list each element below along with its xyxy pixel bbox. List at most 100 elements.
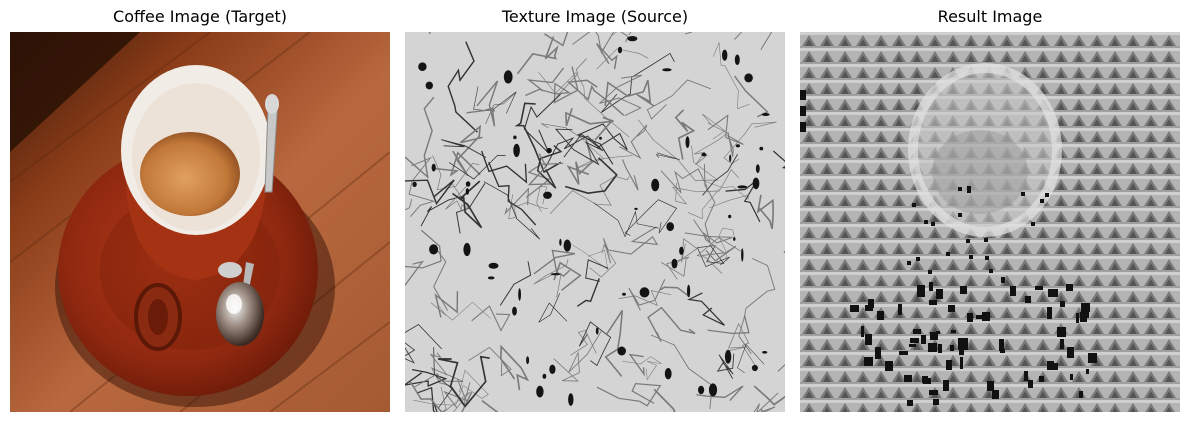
- result-dark-block: [959, 348, 964, 355]
- texture-crack: [544, 32, 569, 47]
- texture-crack: [430, 301, 491, 321]
- result-dark-block: [800, 106, 806, 116]
- texture-crack: [618, 290, 672, 306]
- result-dark-block: [958, 187, 962, 191]
- texture-blot: [568, 393, 574, 406]
- texture-blot: [488, 262, 499, 269]
- texture-blot: [617, 46, 623, 54]
- texture-blot: [664, 368, 672, 380]
- texture-crack: [646, 79, 711, 120]
- texture-crack: [441, 139, 487, 158]
- result-dark-block: [1086, 369, 1089, 374]
- texture-crack: [504, 187, 530, 215]
- result-dark-block: [1028, 380, 1033, 388]
- result-dark-block: [898, 304, 902, 315]
- result-dark-block: [909, 344, 916, 347]
- result-dark-block: [885, 361, 893, 371]
- texture-blot: [755, 164, 760, 174]
- result-dark-block: [951, 330, 956, 333]
- result-dark-block: [982, 312, 990, 321]
- texture-crack: [526, 67, 565, 92]
- texture-crack: [432, 155, 480, 191]
- texture-panel-title: Texture Image (Source): [501, 7, 689, 26]
- result-image-svg: [800, 32, 1180, 412]
- result-dark-block: [1079, 391, 1083, 398]
- texture-crack: [473, 86, 517, 114]
- result-dark-block: [989, 269, 993, 273]
- texture-crack: [405, 323, 442, 364]
- result-dark-block: [924, 220, 928, 224]
- texture-blot: [550, 273, 561, 276]
- result-dark-block: [923, 378, 931, 384]
- result-dark-block: [1047, 361, 1054, 370]
- result-dark-block: [1081, 303, 1090, 312]
- coffee-image-svg: [10, 32, 390, 412]
- texture-crack: [576, 123, 628, 165]
- texture-crack: [432, 151, 481, 177]
- texture-crack: [578, 321, 612, 367]
- result-dark-block: [1021, 192, 1025, 196]
- texture-crack: [655, 152, 680, 160]
- result-dark-block: [999, 339, 1004, 351]
- result-dark-block: [865, 334, 872, 345]
- texture-crack: [553, 330, 603, 382]
- texture-crack: [566, 139, 593, 185]
- texture-blot: [687, 284, 691, 298]
- texture-blot: [513, 135, 517, 140]
- texture-crack: [756, 194, 775, 230]
- result-dark-block: [850, 305, 859, 312]
- result-dark-block: [984, 238, 988, 242]
- texture-blot: [425, 81, 433, 90]
- texture-crack: [694, 122, 728, 165]
- result-dark-block: [958, 338, 968, 350]
- result-dark-block: [1048, 289, 1058, 297]
- texture-crack: [675, 238, 698, 264]
- texture-crack: [549, 176, 630, 215]
- result-dark-block: [1001, 277, 1005, 283]
- result-dark-block: [1088, 353, 1097, 363]
- result-dark-block: [946, 252, 950, 256]
- texture-crack: [541, 123, 594, 141]
- texture-blot: [542, 373, 547, 379]
- texture-crack: [452, 124, 483, 177]
- result-dark-block: [985, 256, 989, 260]
- result-dark-block: [938, 344, 942, 353]
- texture-blot: [559, 238, 562, 246]
- texture-crack: [538, 293, 568, 323]
- texture-blot: [751, 364, 758, 372]
- result-dark-block: [936, 289, 943, 299]
- texture-crack: [628, 279, 666, 311]
- texture-crack: [672, 169, 740, 205]
- result-dark-block: [966, 239, 970, 243]
- result-dark-block: [1076, 313, 1079, 323]
- result-dark-block: [913, 329, 921, 334]
- coffee-image: [10, 32, 390, 412]
- texture-crack: [405, 96, 435, 179]
- texture-crack: [674, 109, 696, 160]
- texture-crack: [703, 180, 750, 209]
- texture-crack: [499, 261, 532, 306]
- texture-crack: [480, 150, 528, 184]
- texture-crack: [660, 256, 690, 280]
- texture-blot: [724, 349, 732, 364]
- result-dark-block: [1024, 371, 1028, 381]
- texture-crack: [508, 194, 548, 220]
- result-dark-block: [910, 338, 919, 343]
- texture-blot: [418, 62, 427, 71]
- texture-crack: [737, 344, 765, 374]
- texture-blot: [431, 163, 436, 172]
- texture-crack: [684, 232, 733, 256]
- texture-crack: [622, 356, 662, 381]
- texture-blot: [744, 73, 753, 83]
- texture-crack: [701, 113, 726, 140]
- result-dark-block: [943, 380, 949, 391]
- texture-blot: [549, 364, 556, 374]
- texture-blot: [729, 154, 732, 162]
- texture-crack: [533, 258, 569, 298]
- texture-crack: [713, 42, 750, 110]
- result-dark-block: [1031, 222, 1035, 226]
- result-dark-block: [921, 335, 926, 344]
- result-dark-block: [904, 375, 912, 382]
- result-dark-block: [1066, 284, 1073, 291]
- texture-blot: [708, 383, 718, 397]
